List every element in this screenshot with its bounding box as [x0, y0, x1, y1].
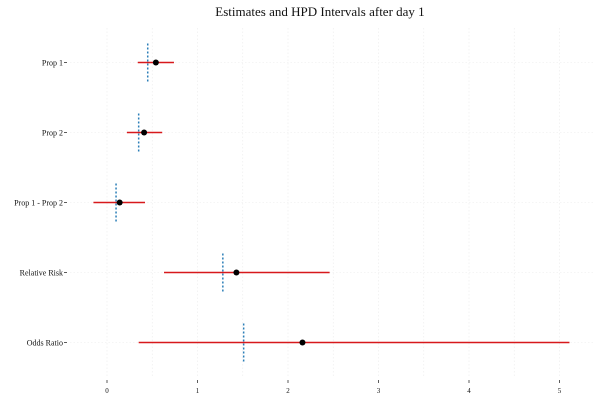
estimate-point	[116, 199, 123, 206]
estimate-point	[299, 339, 306, 346]
x-tick-label: 4	[467, 387, 471, 395]
y-tick-label: Prop 1	[42, 59, 63, 68]
chart-title: Estimates and HPD Intervals after day 1	[215, 4, 424, 19]
x-tick-label: 1	[196, 387, 200, 395]
x-axis-ticks: 0 1 2 3 4 5	[105, 380, 562, 395]
estimate-point	[233, 269, 240, 276]
x-tick-label: 5	[558, 387, 562, 395]
y-axis-ticks: Prop 1 Prop 2 Prop 1 - Prop 2 Relative Risk…	[14, 59, 67, 348]
y-tick-label: Prop 2	[42, 129, 63, 138]
estimate-point	[141, 129, 148, 136]
x-tick-label: 3	[377, 387, 381, 395]
estimate-point	[152, 59, 159, 66]
x-tick-label: 2	[286, 387, 290, 395]
y-tick-label: Prop 1 - Prop 2	[14, 199, 63, 208]
y-tick-label: Odds Ratio	[27, 339, 63, 348]
grid	[70, 28, 594, 377]
interval-marks	[93, 43, 570, 362]
x-tick-label: 0	[105, 387, 109, 395]
y-tick-label: Relative Risk	[20, 269, 63, 278]
